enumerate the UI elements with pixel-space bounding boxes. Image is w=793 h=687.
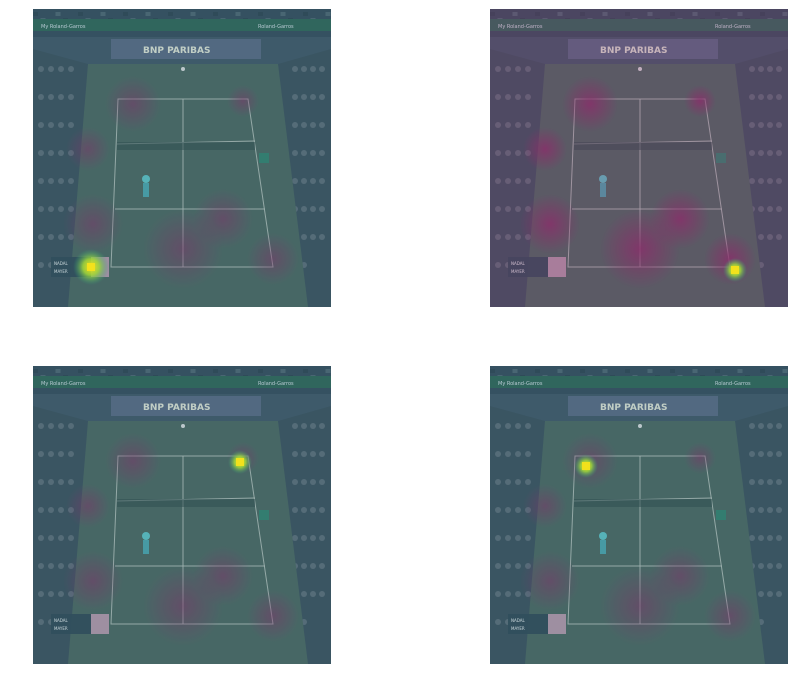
scoreboard-player-2: MAYER (54, 269, 68, 274)
scoreboard-player-1: NADAL (511, 618, 525, 623)
sponsor-banner: BNP PARIBAS (143, 403, 210, 413)
scoreboard-player-1: NADAL (511, 261, 525, 266)
small-banner-left: My Roland-Garros (41, 24, 86, 30)
attention-map-panel-3: My Roland-Garros Roland-Garros BNP PARIBAS… (33, 366, 331, 664)
small-banner-right: Roland-Garros (258, 24, 294, 30)
scoreboard-player-2: MAYER (511, 626, 525, 631)
scoreboard-player-2: MAYER (54, 626, 68, 631)
sponsor-banner: BNP PARIBAS (600, 46, 667, 56)
attention-map-panel-4: My Roland-Garros Roland-Garros BNP PARIBAS… (490, 366, 788, 664)
small-banner-right: Roland-Garros (715, 381, 751, 387)
small-banner-left: My Roland-Garros (41, 381, 86, 387)
small-banner-left: My Roland-Garros (498, 24, 543, 30)
attention-map-panel-1: My Roland-Garros Roland-Garros BNP PARIBAS… (33, 9, 331, 307)
sponsor-banner: BNP PARIBAS (600, 403, 667, 413)
scoreboard-player-2: MAYER (511, 269, 525, 274)
small-banner-right: Roland-Garros (258, 381, 294, 387)
scoreboard-player-1: NADAL (54, 618, 68, 623)
small-banner-left: My Roland-Garros (498, 381, 543, 387)
small-banner-right: Roland-Garros (715, 24, 751, 30)
panel-top-right: My Roland-Garros Roland-Garros BNP PARIBAS… (490, 9, 788, 307)
panel-bottom-right: My Roland-Garros Roland-Garros BNP PARIBAS… (490, 366, 788, 664)
attention-map-panel-2: My Roland-Garros Roland-Garros BNP PARIBAS… (490, 9, 788, 307)
scoreboard-player-1: NADAL (54, 261, 68, 266)
sponsor-banner: BNP PARIBAS (143, 46, 210, 56)
panel-bottom-left: My Roland-Garros Roland-Garros BNP PARIBAS… (33, 366, 331, 664)
panel-top-left: My Roland-Garros Roland-Garros BNP PARIBAS… (33, 9, 331, 307)
